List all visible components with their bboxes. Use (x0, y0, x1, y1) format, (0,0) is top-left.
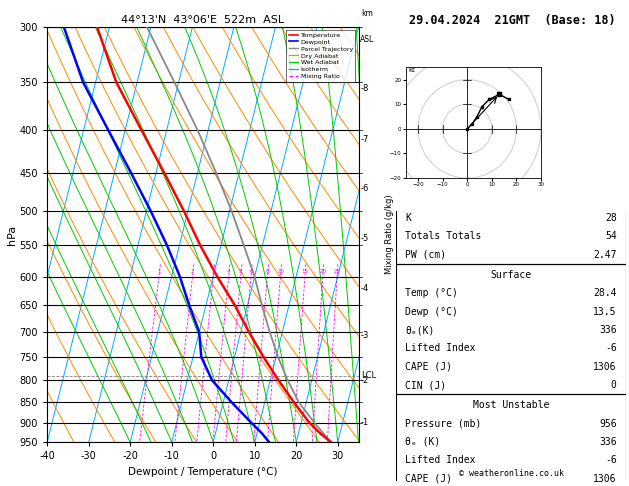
Bar (396, 264, 626, 394)
Text: 25: 25 (333, 269, 340, 274)
Text: © weatheronline.co.uk: © weatheronline.co.uk (459, 469, 564, 478)
Text: ASL: ASL (360, 35, 374, 44)
Text: -7: -7 (361, 135, 369, 144)
Text: K: K (406, 213, 411, 223)
Text: 1306: 1306 (593, 362, 616, 372)
Text: -2: -2 (361, 376, 369, 385)
Text: 3: 3 (211, 269, 215, 274)
Text: 10: 10 (277, 269, 284, 274)
Text: 28: 28 (605, 213, 616, 223)
Bar (396, 209, 626, 264)
Text: 13.5: 13.5 (593, 307, 616, 317)
Text: 29.04.2024  21GMT  (Base: 18): 29.04.2024 21GMT (Base: 18) (409, 14, 616, 27)
Text: LCL: LCL (361, 371, 376, 380)
Text: Temp (°C): Temp (°C) (406, 288, 459, 298)
Title: 44°13'N  43°06'E  522m  ASL: 44°13'N 43°06'E 522m ASL (121, 15, 284, 25)
Text: 1306: 1306 (593, 473, 616, 484)
Text: 8: 8 (265, 269, 269, 274)
Bar (396, 394, 626, 486)
Text: Lifted Index: Lifted Index (406, 455, 476, 465)
X-axis label: Dewpoint / Temperature (°C): Dewpoint / Temperature (°C) (128, 467, 277, 477)
Text: -3: -3 (361, 331, 369, 340)
Text: 4: 4 (227, 269, 230, 274)
Text: 2: 2 (191, 269, 194, 274)
Text: Pressure (mb): Pressure (mb) (406, 418, 482, 429)
Text: CIN (J): CIN (J) (406, 380, 447, 390)
Text: Mixing Ratio (g/kg): Mixing Ratio (g/kg) (386, 195, 394, 274)
Text: 336: 336 (599, 325, 616, 335)
Text: Most Unstable: Most Unstable (473, 400, 549, 410)
Text: -5: -5 (361, 234, 369, 243)
Text: 54: 54 (605, 231, 616, 242)
Y-axis label: hPa: hPa (7, 225, 17, 244)
Text: -1: -1 (361, 418, 369, 427)
Text: Surface: Surface (491, 270, 532, 280)
Text: Lifted Index: Lifted Index (406, 344, 476, 353)
Text: 20: 20 (320, 269, 326, 274)
Legend: Temperature, Dewpoint, Parcel Trajectory, Dry Adiabat, Wet Adiabat, Isotherm, Mi: Temperature, Dewpoint, Parcel Trajectory… (286, 30, 355, 82)
Text: 5: 5 (239, 269, 243, 274)
Text: kt: kt (408, 67, 415, 73)
Text: 15: 15 (301, 269, 308, 274)
Text: -6: -6 (361, 184, 369, 193)
Text: -6: -6 (605, 344, 616, 353)
Text: 336: 336 (599, 437, 616, 447)
Text: 6: 6 (249, 269, 253, 274)
Text: Totals Totals: Totals Totals (406, 231, 482, 242)
Text: 956: 956 (599, 418, 616, 429)
Text: Dewp (°C): Dewp (°C) (406, 307, 459, 317)
Text: CAPE (J): CAPE (J) (406, 473, 452, 484)
Text: θₑ(K): θₑ(K) (406, 325, 435, 335)
Text: 28.4: 28.4 (593, 288, 616, 298)
Text: CAPE (J): CAPE (J) (406, 362, 452, 372)
Text: PW (cm): PW (cm) (406, 250, 447, 260)
Text: -8: -8 (361, 84, 369, 93)
Text: 0: 0 (611, 380, 616, 390)
Text: 1: 1 (157, 269, 160, 274)
Text: km: km (362, 9, 373, 18)
Text: 2.47: 2.47 (593, 250, 616, 260)
Text: θₑ (K): θₑ (K) (406, 437, 441, 447)
Text: -4: -4 (361, 284, 369, 293)
Text: -6: -6 (605, 455, 616, 465)
